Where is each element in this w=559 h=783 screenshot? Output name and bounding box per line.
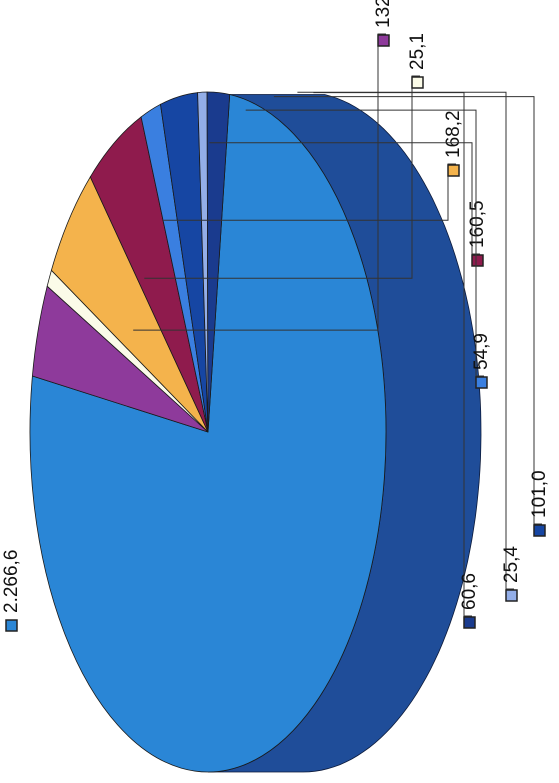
data-label-7: 25,4 [501,546,522,583]
data-label-group-1: 132,4 [373,0,394,46]
legend-swatch-7 [506,590,517,601]
legend-swatch-1 [378,35,389,46]
legend-swatch-6 [534,525,545,536]
pie-slices-group [30,92,386,772]
data-label-1: 132,4 [373,0,394,28]
legend-swatch-8 [464,617,475,628]
legend-swatch-4 [472,255,483,266]
data-label-group-2: 25,1 [407,33,428,88]
data-label-group-7: 25,4 [501,546,522,601]
legend-swatch-5 [476,377,487,388]
data-label-group-4: 160,5 [467,200,488,266]
data-label-group-0: 2.266,6 [1,550,22,631]
data-label-0: 2.266,6 [1,550,22,613]
data-label-group-6: 101,0 [529,470,550,536]
legend-swatch-2 [412,77,423,88]
legend-swatch-0 [6,620,17,631]
data-label-2: 25,1 [407,33,428,70]
data-label-6: 101,0 [529,470,550,518]
data-label-4: 160,5 [467,200,488,248]
legend-swatch-3 [448,165,459,176]
data-label-group-8: 60,6 [459,573,480,628]
data-label-5: 54,9 [471,333,492,370]
data-label-8: 60,6 [459,573,480,610]
data-label-3: 168,2 [443,110,464,158]
